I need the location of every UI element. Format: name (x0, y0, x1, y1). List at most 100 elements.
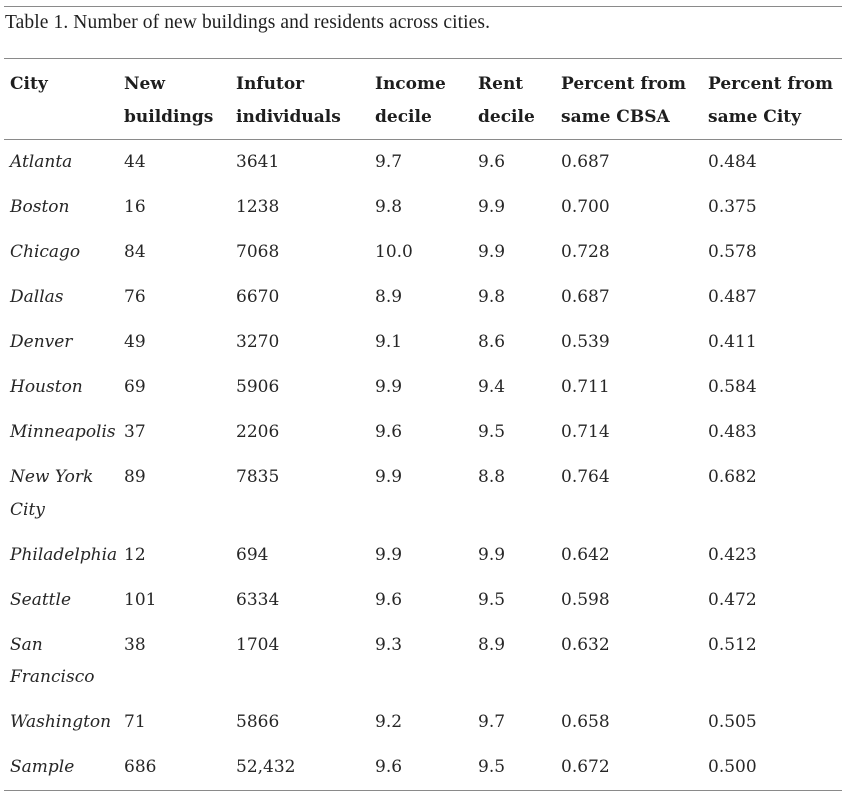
cell-city: Denver (10, 332, 73, 352)
cell-income-decile: 10.0 (375, 242, 413, 262)
cell-infutor-individuals: 5866 (236, 712, 280, 732)
cell-infutor-individuals: 52,432 (236, 757, 296, 777)
cell-new-buildings: 76 (124, 287, 146, 307)
cell-infutor-individuals: 1238 (236, 197, 280, 217)
table-row: Sample 686 52,432 9.6 9.5 0.672 0.500 (4, 751, 842, 790)
cell-percent-same-city: 0.682 (708, 467, 757, 487)
cell-percent-same-city: 0.487 (708, 287, 757, 307)
table-body: Atlanta 44 3641 9.7 9.6 0.687 0.484 Boston 16 123… (4, 140, 842, 790)
data-table: City New buildings Infutor individuals I… (4, 59, 842, 790)
cell-infutor-individuals: 6334 (236, 589, 280, 610)
cell-percent-same-city: 0.505 (708, 712, 757, 732)
cell-rent-decile: 9.7 (478, 712, 506, 732)
cell-new-buildings: 37 (124, 422, 146, 442)
header-rent-decile: Rent decile (472, 59, 555, 140)
cell-income-decile: 8.9 (375, 287, 403, 307)
table-row: Boston 16 1238 9.8 9.9 0.700 0.375 (4, 191, 842, 236)
cell-city: Minneapolis (10, 422, 116, 442)
cell-new-buildings: 84 (124, 242, 146, 262)
cell-percent-same-cbsa: 0.714 (561, 422, 610, 442)
cell-income-decile: 9.7 (375, 152, 403, 172)
cell-percent-same-city: 0.500 (708, 757, 757, 777)
cell-rent-decile: 9.5 (478, 422, 506, 442)
cell-rent-decile: 9.4 (478, 377, 506, 397)
cell-infutor-individuals: 3641 (236, 152, 280, 172)
cell-percent-same-cbsa: 0.632 (561, 634, 610, 655)
cell-new-buildings: 16 (124, 197, 146, 217)
cell-infutor-individuals: 6670 (236, 287, 280, 307)
cell-percent-same-city: 0.483 (708, 422, 757, 442)
cell-infutor-individuals: 3270 (236, 332, 280, 352)
cell-city: Sample (10, 757, 75, 777)
cell-percent-same-cbsa: 0.700 (561, 197, 610, 217)
cell-percent-same-cbsa: 0.711 (561, 377, 610, 397)
cell-city: New York City (10, 467, 94, 520)
cell-percent-same-city: 0.375 (708, 197, 757, 217)
table-row: San Francisco 38 1704 9.3 8.9 0.632 0.512 (4, 629, 842, 707)
cell-income-decile: 9.9 (375, 467, 403, 487)
header-infutor-individuals: Infutor individuals (230, 59, 369, 140)
cell-percent-same-cbsa: 0.672 (561, 757, 610, 777)
cell-city: Washington (10, 712, 112, 732)
cell-infutor-individuals: 2206 (236, 422, 280, 442)
cell-rent-decile: 9.9 (478, 197, 506, 217)
cell-rent-decile: 8.6 (478, 332, 506, 352)
cell-city: San Francisco (10, 634, 95, 688)
cell-rent-decile: 9.8 (478, 287, 506, 307)
header-row: City New buildings Infutor individuals I… (4, 59, 842, 140)
cell-city: Philadelphia (10, 544, 118, 565)
cell-percent-same-cbsa: 0.687 (561, 152, 610, 172)
cell-income-decile: 9.9 (375, 544, 403, 565)
cell-new-buildings: 12 (124, 544, 146, 565)
table-caption: Table 1. Number of new buildings and res… (5, 12, 491, 33)
cell-income-decile: 9.6 (375, 589, 403, 610)
cell-rent-decile: 8.9 (478, 634, 506, 655)
header-percent-same-cbsa: Percent from same CBSA (555, 59, 702, 140)
cell-rent-decile: 9.9 (478, 242, 506, 262)
table-row: Minneapolis 37 2206 9.6 9.5 0.714 0.483 (4, 416, 842, 461)
cell-city: Boston (10, 197, 70, 217)
cell-infutor-individuals: 7835 (236, 467, 280, 487)
cell-income-decile: 9.3 (375, 634, 403, 655)
table-row: New York City 89 7835 9.9 8.8 0.764 0.682 (4, 461, 842, 539)
cell-infutor-individuals: 1704 (236, 634, 280, 655)
cell-city: Seattle (10, 589, 72, 610)
cell-percent-same-cbsa: 0.598 (561, 589, 610, 610)
cell-new-buildings: 44 (124, 152, 146, 172)
cell-city: Atlanta (10, 152, 73, 172)
cell-infutor-individuals: 7068 (236, 242, 280, 262)
top-rule (4, 6, 842, 7)
header-city: City (4, 59, 118, 140)
header-income-decile: Income decile (369, 59, 472, 140)
cell-income-decile: 9.1 (375, 332, 403, 352)
cell-percent-same-cbsa: 0.728 (561, 242, 610, 262)
cell-new-buildings: 89 (124, 467, 146, 487)
cell-percent-same-city: 0.472 (708, 589, 757, 610)
cell-percent-same-city: 0.484 (708, 152, 757, 172)
cell-income-decile: 9.2 (375, 712, 403, 732)
table-row: Dallas 76 6670 8.9 9.8 0.687 0.487 (4, 281, 842, 326)
cell-city: Dallas (10, 287, 64, 307)
cell-percent-same-city: 0.512 (708, 634, 757, 655)
cell-rent-decile: 9.9 (478, 544, 506, 565)
cell-rent-decile: 9.5 (478, 757, 506, 777)
cell-infutor-individuals: 5906 (236, 377, 280, 397)
cell-percent-same-cbsa: 0.642 (561, 544, 610, 565)
table-row: Washington 71 5866 9.2 9.7 0.658 0.505 (4, 706, 842, 751)
table-row: Philadelphia 12 694 9.9 9.9 0.642 0.423 (4, 539, 842, 584)
cell-rent-decile: 9.6 (478, 152, 506, 172)
header-percent-same-city: Percent from same City (702, 59, 842, 140)
cell-new-buildings: 49 (124, 332, 146, 352)
cell-percent-same-cbsa: 0.539 (561, 332, 610, 352)
cell-percent-same-city: 0.423 (708, 544, 757, 565)
cell-new-buildings: 71 (124, 712, 146, 732)
cell-city: Houston (10, 377, 83, 397)
table-row: Houston 69 5906 9.9 9.4 0.711 0.584 (4, 371, 842, 416)
table-row: Denver 49 3270 9.1 8.6 0.539 0.411 (4, 326, 842, 371)
cell-new-buildings: 38 (124, 634, 146, 655)
cell-new-buildings: 101 (124, 589, 157, 610)
cell-rent-decile: 9.5 (478, 589, 506, 610)
cell-income-decile: 9.9 (375, 377, 403, 397)
cell-percent-same-city: 0.578 (708, 242, 757, 262)
